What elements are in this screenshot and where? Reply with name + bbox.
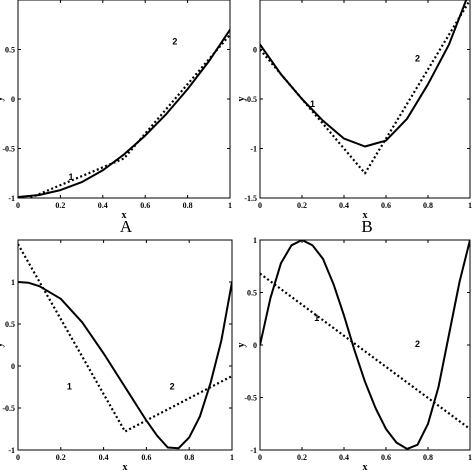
y-tick-label: -1.5 xyxy=(244,194,257,203)
plot-frame xyxy=(259,0,471,199)
x-tick-label: 0.2 xyxy=(56,453,66,462)
y-tick-label: -0.5 xyxy=(244,394,257,403)
curve-label-1: 1 xyxy=(68,172,73,182)
x-tick-label: 0.2 xyxy=(55,201,65,210)
y-tick-label: 0.5 xyxy=(247,289,257,298)
y-axis-label: y xyxy=(236,343,247,348)
x-axis-label: x xyxy=(363,210,368,221)
x-tick-label: 0.2 xyxy=(297,201,307,210)
x-tick-label: 0.6 xyxy=(381,201,391,210)
series-line-2 xyxy=(18,243,232,433)
series-line-1 xyxy=(18,28,230,198)
series-line-2 xyxy=(260,0,470,175)
y-tick-label: 0.5 xyxy=(5,46,15,55)
x-tick-label: 0.8 xyxy=(423,453,433,462)
x-tick-label: 0.8 xyxy=(184,453,194,462)
y-tick-label: 0 xyxy=(253,341,257,350)
plot-frame xyxy=(17,0,231,199)
curve-label-2: 2 xyxy=(172,37,177,47)
y-tick-label: 0 xyxy=(253,46,257,55)
chart-panel-3: 0 0.2 0.4 0.6 0.8 1 -1 -0.5 0 0.5 1 x y 1 2 xyxy=(0,239,234,473)
y-tick-label: 1 xyxy=(253,236,257,245)
series-line-2 xyxy=(260,240,470,450)
series-line-1 xyxy=(260,0,468,148)
x-tick-label: 0.2 xyxy=(297,453,307,462)
chart-panel-1: 0 0.2 0.4 0.6 0.8 1 -1 -0.5 0 0.5 x y 1 2 A xyxy=(0,0,232,236)
curve-label-1: 1 xyxy=(310,99,315,109)
y-tick-label: -1 xyxy=(250,145,257,154)
series-line-2 xyxy=(27,33,230,198)
x-tick-label: 1 xyxy=(230,453,234,462)
x-axis-label: x xyxy=(123,462,128,473)
curve-label-1: 1 xyxy=(314,313,319,323)
x-tick-label: 0.4 xyxy=(339,453,349,462)
curve-label-2: 2 xyxy=(415,53,420,63)
curve-label-1: 1 xyxy=(67,382,72,392)
x-tick-label: 0 xyxy=(16,453,20,462)
y-tick-label: -1 xyxy=(250,446,257,455)
y-tick-label: 0 xyxy=(11,95,15,104)
x-tick-label: 0.8 xyxy=(423,201,433,210)
y-axis-label: y xyxy=(0,97,5,102)
x-tick-label: 0 xyxy=(258,201,262,210)
x-tick-label: 0.8 xyxy=(183,201,193,210)
x-tick-label: 0 xyxy=(16,201,20,210)
x-tick-label: 0.4 xyxy=(339,201,349,210)
plot-frame xyxy=(259,239,471,451)
y-tick-label: -1 xyxy=(8,194,15,203)
y-tick-label: -0.5 xyxy=(2,404,15,413)
x-tick-label: 0.6 xyxy=(381,453,391,462)
x-tick-label: 0.4 xyxy=(98,201,108,210)
x-tick-label: 0.4 xyxy=(99,453,109,462)
curve-label-2: 2 xyxy=(170,382,175,392)
panel-label: A xyxy=(120,217,133,236)
x-axis-label: x xyxy=(122,210,127,221)
y-tick-label: -1 xyxy=(8,446,15,455)
y-tick-label: 0.5 xyxy=(5,320,15,329)
y-tick-label: -0.5 xyxy=(244,95,257,104)
x-tick-label: 0.6 xyxy=(140,201,150,210)
x-tick-label: 0 xyxy=(258,453,262,462)
y-tick-label: 0 xyxy=(11,362,15,371)
y-axis-label: y xyxy=(236,97,247,102)
x-tick-label: 1 xyxy=(468,201,472,210)
y-axis-label: y xyxy=(0,343,5,348)
x-tick-label: 1 xyxy=(468,453,472,462)
x-axis-label: x xyxy=(363,462,368,473)
series-line-1 xyxy=(18,281,232,450)
y-tick-label: 1 xyxy=(11,278,15,287)
plot-frame xyxy=(17,239,233,451)
x-tick-label: 0.6 xyxy=(141,453,151,462)
series-line-1 xyxy=(260,272,470,430)
panel-label: B xyxy=(361,217,372,236)
curve-label-2: 2 xyxy=(415,339,420,349)
chart-panel-2: 0 0.2 0.4 0.6 0.8 1 -1.5 -1 -0.5 0 x y 1 2 B xyxy=(236,0,472,236)
chart-panel-4: 0 0.2 0.4 0.6 0.8 1 -1 -0.5 0 0.5 1 x y 1 2 xyxy=(236,236,472,473)
y-tick-label: -0.5 xyxy=(2,145,15,154)
x-tick-label: 1 xyxy=(228,201,232,210)
